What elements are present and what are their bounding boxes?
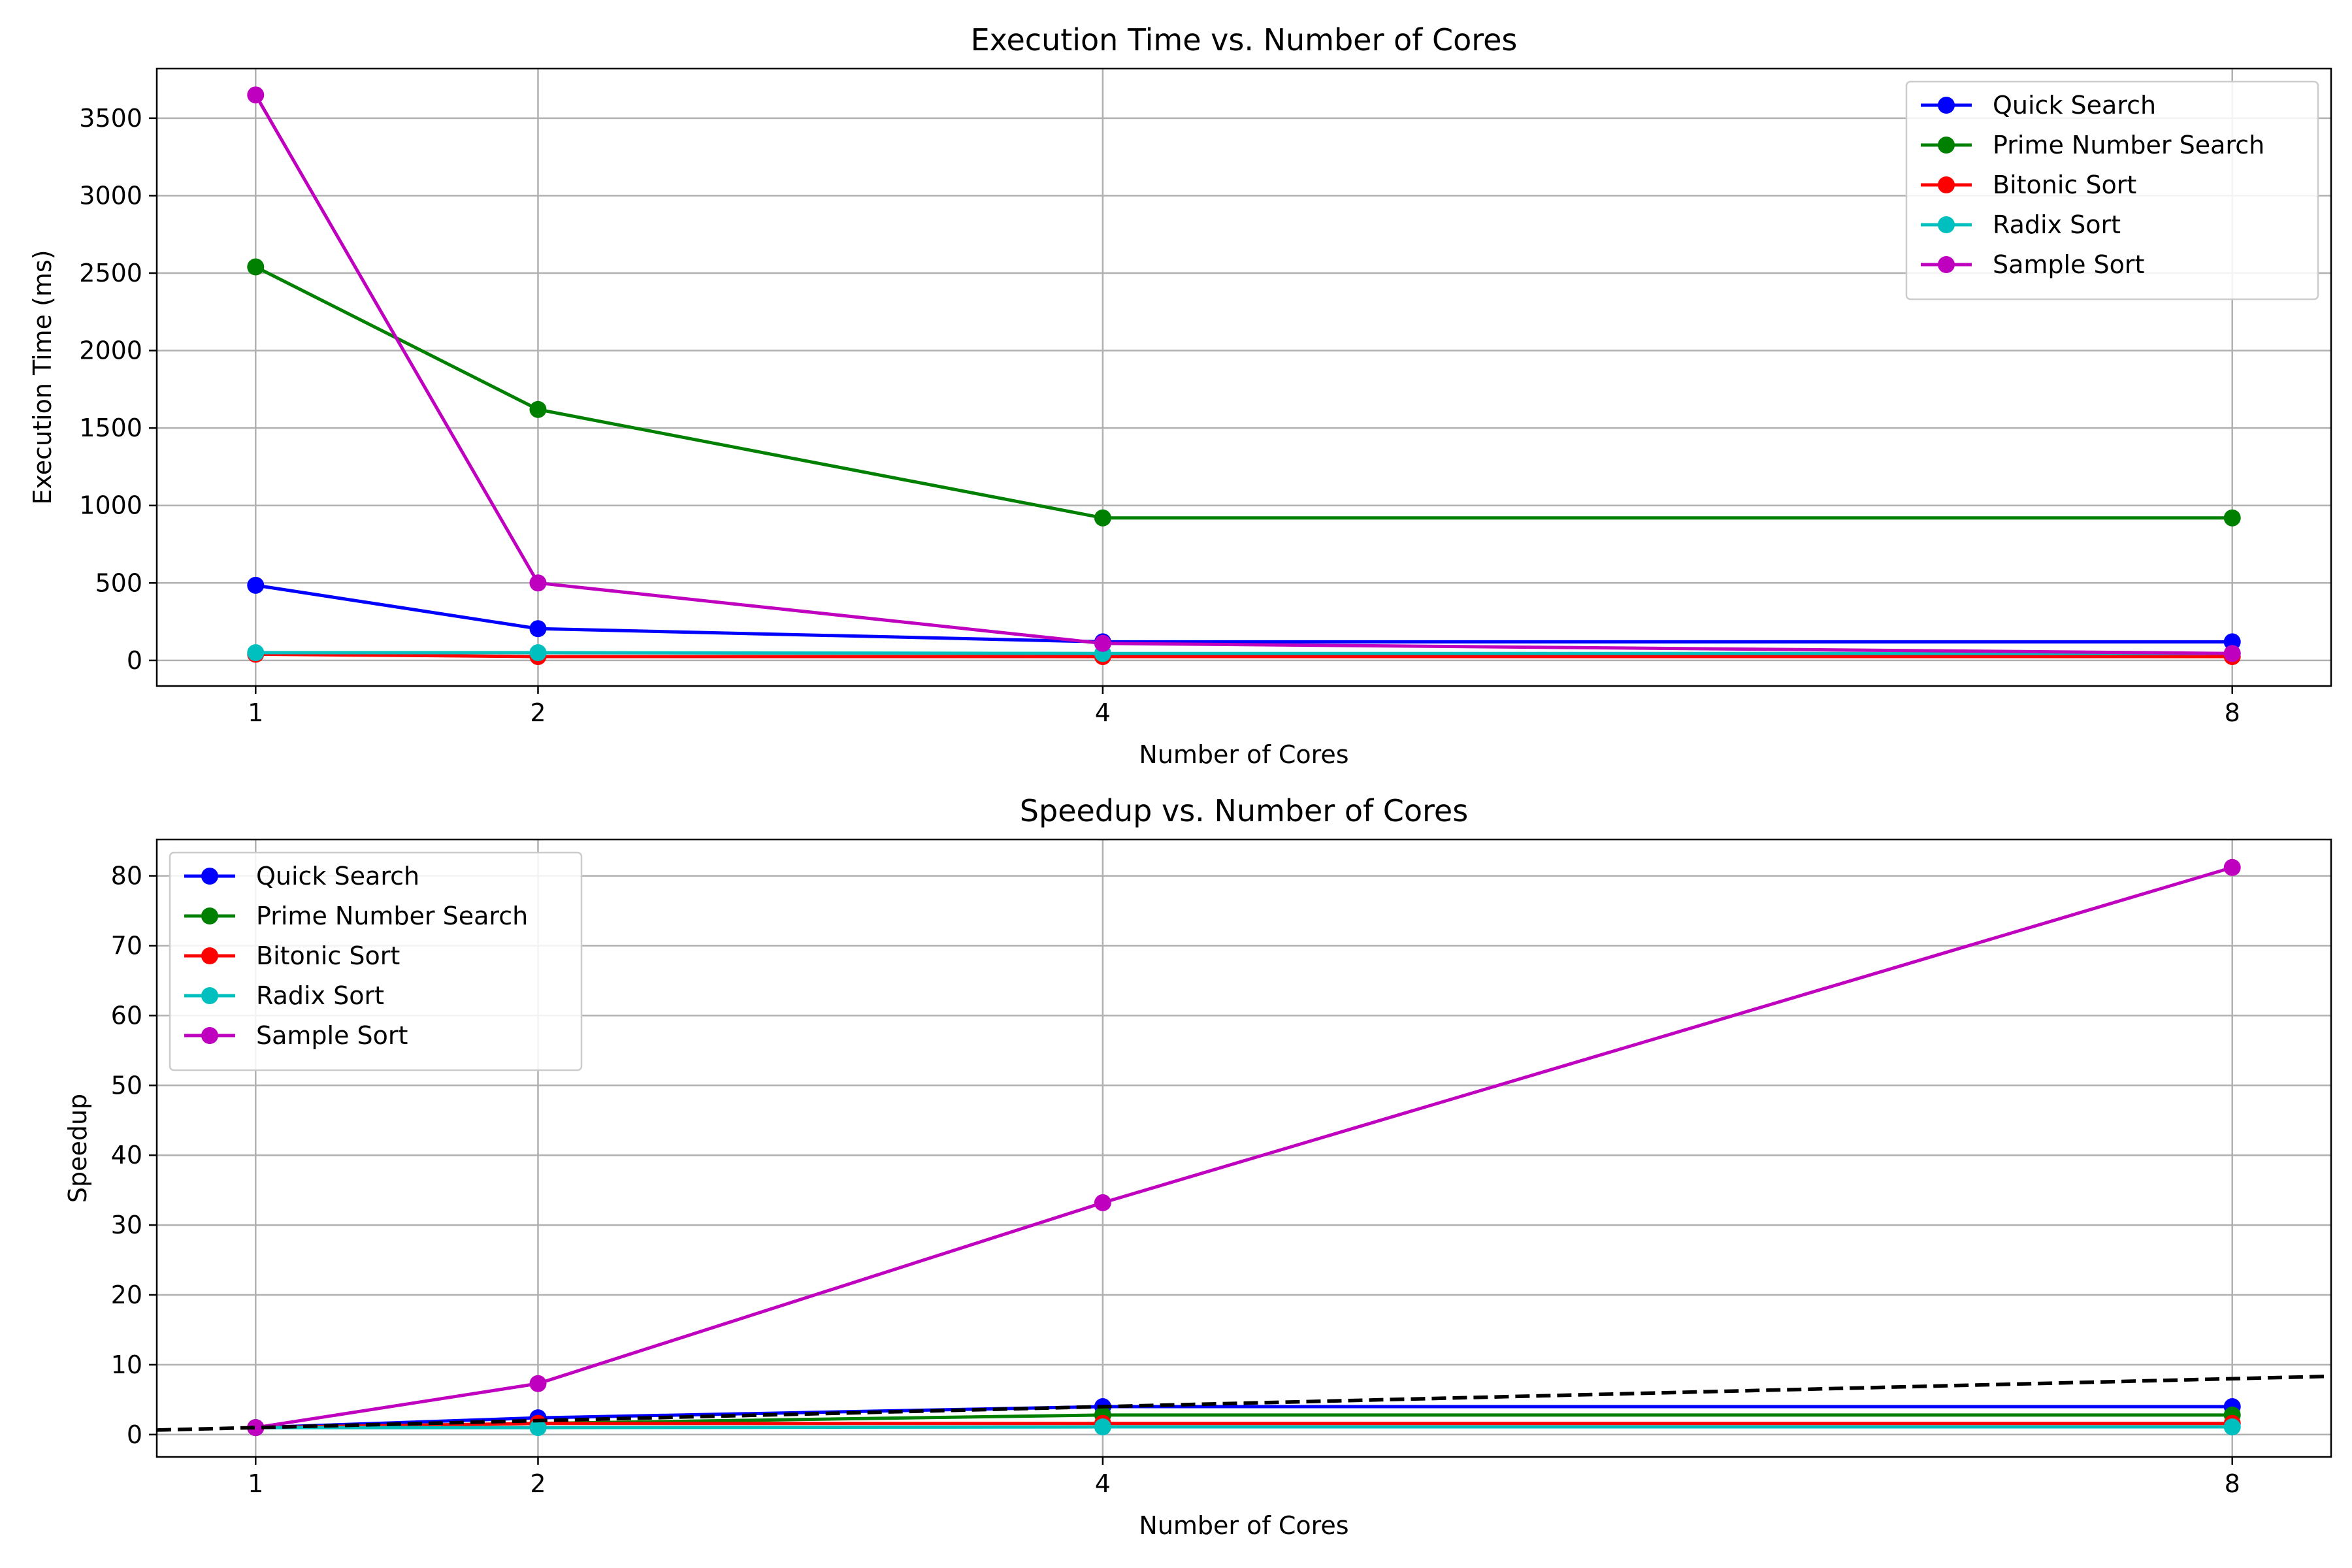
- execution-time-data-point: [529, 644, 547, 662]
- speedup-ytick-label: 80: [111, 862, 142, 890]
- speedup-ytick-label: 70: [111, 931, 142, 960]
- speedup-ytick-label: 0: [127, 1420, 142, 1449]
- speedup-data-point: [2223, 1418, 2241, 1436]
- execution-time-ytick-label: 3500: [79, 104, 142, 133]
- speedup-series-line-4: [255, 866, 2233, 1429]
- execution-time-ytick-label: 1000: [79, 491, 142, 520]
- execution-time-data-point: [2223, 633, 2241, 651]
- execution-time-data-point: [247, 576, 265, 594]
- speedup-data-point: [529, 1375, 547, 1392]
- speedup-xlabel: Number of Cores: [1139, 1511, 1348, 1540]
- speedup-xtick-label: 4: [1095, 1469, 1111, 1498]
- speedup-title: Speedup vs. Number of Cores: [1020, 793, 1468, 828]
- execution-time-data-point: [247, 86, 265, 104]
- speedup-data-point: [1094, 1194, 1111, 1211]
- speedup-series-line-3: [255, 1425, 2232, 1429]
- speedup-legend-box: [169, 851, 583, 1071]
- speedup-reference-line: [157, 1374, 2331, 1432]
- execution-time-xtick-label: 4: [1095, 698, 1111, 727]
- execution-time-series-line-2: [255, 652, 2232, 659]
- speedup-legend-label: Quick Search: [256, 862, 419, 890]
- speedup-legend: Quick Search Prime Number Search Bitonic S…: [169, 851, 583, 1071]
- execution-time-data-point: [247, 258, 265, 276]
- execution-time-legend-label: Radix Sort: [1993, 210, 2121, 239]
- execution-time-ytick-label: 2500: [79, 259, 142, 287]
- speedup-xtick-label: 1: [248, 1469, 263, 1498]
- speedup-legend-label: Prime Number Search: [256, 902, 528, 930]
- execution-time-data-point: [529, 574, 547, 592]
- execution-time-legend-label: Sample Sort: [1993, 250, 2144, 279]
- execution-time-series: [247, 86, 2241, 665]
- execution-time-frame: [155, 67, 2332, 687]
- execution-time-ylabel: Execution Time (ms): [28, 250, 57, 504]
- execution-time-ticks: 1 2 4 8 0 500 1000 1500 2000 2500 3000 3500: [79, 104, 2240, 727]
- execution-time-data-point: [2223, 645, 2241, 662]
- execution-time-data-point: [529, 620, 547, 638]
- speedup-ytick-label: 20: [111, 1281, 142, 1309]
- execution-time-legend-swatch-marker: [1938, 137, 1955, 154]
- speedup-legend-swatch-marker: [201, 987, 218, 1004]
- speedup-frame: [155, 838, 2332, 1458]
- speedup-data-point: [2223, 858, 2241, 876]
- speedup-legend-label: Sample Sort: [256, 1021, 408, 1050]
- speedup-legend-swatch-marker: [201, 1027, 218, 1044]
- execution-time-legend-swatch-marker: [1938, 256, 1955, 273]
- speedup-legend-label: Radix Sort: [256, 981, 384, 1010]
- execution-time-data-point: [1094, 509, 1111, 527]
- execution-time-ytick-label: 500: [95, 568, 142, 597]
- speedup-ytick-label: 40: [111, 1141, 142, 1169]
- execution-time-legend-label: Bitonic Sort: [1993, 171, 2136, 199]
- speedup-data-point: [247, 1419, 265, 1437]
- execution-time-ytick-label: 1500: [79, 414, 142, 442]
- speedup-legend-swatch-marker: [201, 907, 218, 924]
- speedup-ytick-label: 60: [111, 1001, 142, 1030]
- speedup-legend-swatch-marker: [201, 947, 218, 964]
- speedup-data-point: [529, 1419, 547, 1437]
- execution-time-ytick-label: 2000: [79, 336, 142, 365]
- speedup-ytick-label: 30: [111, 1211, 142, 1239]
- speedup-data-point: [1094, 1418, 1111, 1436]
- speedup-ytick-label: 10: [111, 1350, 142, 1379]
- execution-time-legend-swatch-marker: [1938, 97, 1955, 114]
- execution-time-xtick-label: 8: [2225, 698, 2240, 727]
- execution-time-data-point: [2223, 509, 2241, 527]
- execution-time-legend-swatch-marker: [1938, 216, 1955, 233]
- execution-time-title: Execution Time vs. Number of Cores: [971, 22, 1518, 57]
- execution-time-data-point: [247, 644, 265, 662]
- execution-time-xtick-label: 2: [530, 698, 546, 727]
- speedup-series: [157, 858, 2331, 1437]
- execution-time-xtick-label: 1: [248, 698, 263, 727]
- speedup-ytick-label: 50: [111, 1071, 142, 1100]
- speedup-legend-label: Bitonic Sort: [256, 941, 400, 970]
- execution-time-legend-label: Prime Number Search: [1993, 131, 2264, 159]
- speedup-ylabel: Speedup: [63, 1094, 92, 1203]
- execution-time-plot: 1 2 4 8 0 500 1000 1500 2000 2500 3000 3500 Executi…: [28, 22, 2332, 769]
- execution-time-data-point: [529, 400, 547, 418]
- execution-time-series-line-4: [254, 94, 2232, 655]
- execution-time-ytick-label: 0: [127, 646, 142, 675]
- execution-time-legend-label: Quick Search: [1993, 91, 2156, 120]
- speedup-xtick-label: 8: [2225, 1469, 2240, 1498]
- execution-time-xlabel: Number of Cores: [1139, 740, 1348, 769]
- speedup-xtick-label: 2: [530, 1469, 546, 1498]
- execution-time-legend: Quick Search Prime Number Search Bitonic S…: [1905, 80, 2319, 301]
- execution-time-ytick-label: 3000: [79, 181, 142, 210]
- execution-time-series-line-0: [255, 583, 2232, 644]
- execution-time-data-point: [1094, 634, 1111, 652]
- execution-time-legend-box: [1905, 80, 2319, 301]
- execution-time-legend-swatch-marker: [1938, 176, 1955, 193]
- speedup-legend-swatch-marker: [201, 868, 218, 885]
